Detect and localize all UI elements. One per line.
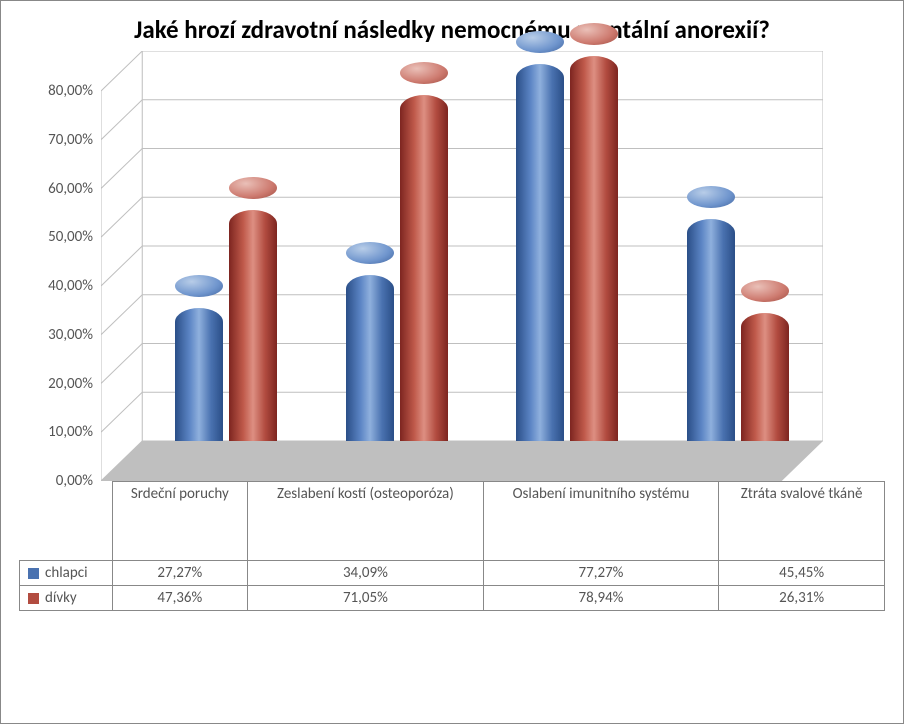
table-col-head: Oslabení imunitního systému xyxy=(483,482,719,561)
category-group xyxy=(141,51,312,441)
table-corner-spacer xyxy=(20,482,113,561)
y-axis-tick: 60,00% xyxy=(48,180,93,198)
chart-title: Jaké hrozí zdravotní následky nemocnému … xyxy=(1,1,903,51)
table-cell: 71,05% xyxy=(248,586,484,611)
table-row-categories: Srdeční poruchy Zeslabení kostí (osteopo… xyxy=(20,482,885,561)
y-axis-tick: 20,00% xyxy=(48,375,93,393)
bar-chlapci xyxy=(346,275,394,441)
category-group xyxy=(312,51,483,441)
y-axis-tick: 30,00% xyxy=(48,326,93,344)
table-cell: 26,31% xyxy=(719,586,885,611)
data-table-wrap: Srdeční poruchy Zeslabení kostí (osteopo… xyxy=(1,481,903,625)
bar-dívky xyxy=(741,313,789,441)
legend-swatch-blue xyxy=(28,568,39,579)
table-col-head: Zeslabení kostí (osteoporóza) xyxy=(248,482,484,561)
y-axis-tick: 10,00% xyxy=(48,423,93,441)
y-axis-tick: 70,00% xyxy=(48,131,93,149)
table-cell: 27,27% xyxy=(112,561,248,586)
category-group xyxy=(482,51,653,441)
series-head-chlapci: chlapci xyxy=(20,561,113,586)
table-cell: 47,36% xyxy=(112,586,248,611)
bars-area xyxy=(141,51,823,441)
table-row: chlapci 27,27% 34,09% 77,27% 45,45% xyxy=(20,561,885,586)
plot-row: 0,00%10,00%20,00%30,00%40,00%50,00%60,00… xyxy=(1,51,903,481)
table-cell: 45,45% xyxy=(719,561,885,586)
table-cell: 34,09% xyxy=(248,561,484,586)
bar-chlapci xyxy=(516,64,564,441)
y-axis-tick: 40,00% xyxy=(48,277,93,295)
bar-chlapci xyxy=(687,219,735,441)
chart-container: Jaké hrozí zdravotní následky nemocnému … xyxy=(0,0,904,724)
bar-chlapci xyxy=(175,308,223,441)
series-label: dívky xyxy=(45,589,77,607)
table-row: dívky 47,36% 71,05% 78,94% 26,31% xyxy=(20,586,885,611)
y-axis-tick: 0,00% xyxy=(56,472,93,490)
table-col-head: Srdeční poruchy xyxy=(112,482,248,561)
legend-swatch-red xyxy=(28,593,39,604)
category-group xyxy=(653,51,824,441)
plot-area xyxy=(101,51,823,481)
series-label: chlapci xyxy=(45,564,88,582)
table-cell: 77,27% xyxy=(483,561,719,586)
bar-dívky xyxy=(229,210,277,441)
table-cell: 78,94% xyxy=(483,586,719,611)
bar-dívky xyxy=(570,56,618,441)
bar-dívky xyxy=(400,95,448,441)
series-head-divky: dívky xyxy=(20,586,113,611)
y-axis-tick: 80,00% xyxy=(48,82,93,100)
y-axis-tick: 50,00% xyxy=(48,228,93,246)
data-table: Srdeční poruchy Zeslabení kostí (osteopo… xyxy=(19,481,885,611)
table-col-head: Ztráta svalové tkáně xyxy=(719,482,885,561)
y-axis: 0,00%10,00%20,00%30,00%40,00%50,00%60,00… xyxy=(21,51,101,481)
